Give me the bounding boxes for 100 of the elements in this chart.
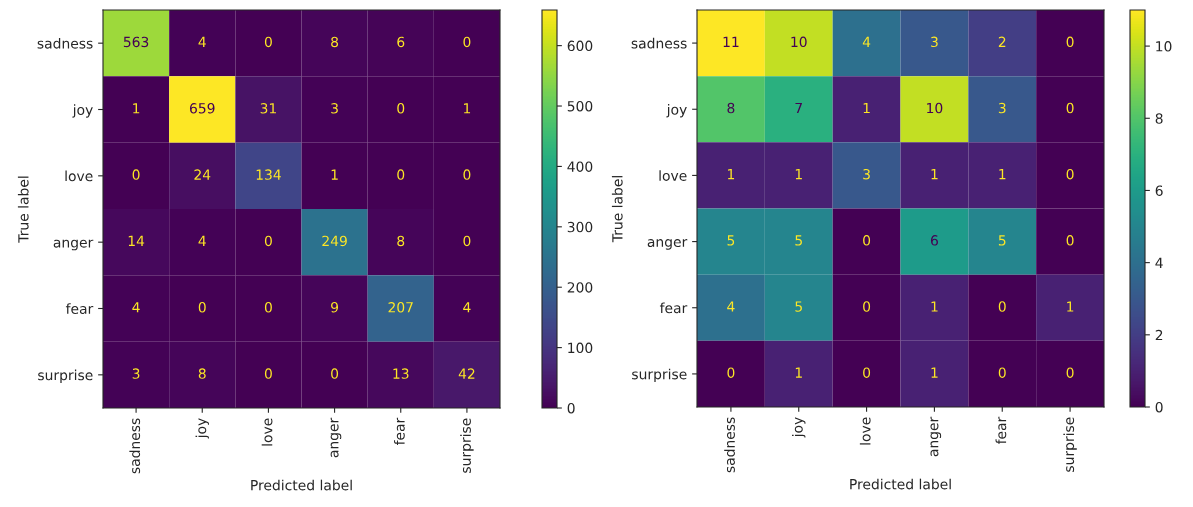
data-label: 0 — [998, 367, 1006, 378]
data-label: 1 — [999, 169, 1006, 180]
y-tick-label: fear — [65, 303, 94, 314]
data-label: 0 — [397, 103, 405, 114]
data-label: 7 — [795, 102, 802, 114]
data-label: 1 — [795, 367, 802, 378]
data-label: 1 — [331, 169, 338, 180]
data-label: 1 — [863, 102, 870, 114]
data-label: 4 — [198, 36, 206, 47]
data-label: 0 — [264, 368, 272, 379]
y-tick-label: joy — [666, 103, 687, 118]
data-label: 14 — [128, 235, 145, 246]
y-tick-label: sadness — [631, 37, 687, 49]
x-tick-label: fear — [995, 416, 1007, 445]
x-tick-label: anger — [330, 417, 342, 458]
data-label: 31 — [260, 103, 276, 114]
data-label: 0 — [1066, 168, 1074, 180]
data-label: 0 — [863, 301, 871, 312]
data-label: 3 — [132, 368, 140, 379]
x-tick-label: love — [261, 418, 273, 446]
data-label: 5 — [795, 235, 802, 246]
data-label: 0 — [264, 302, 272, 313]
y-axis-title: True label — [17, 176, 29, 243]
y-tick-label: surprise — [632, 368, 687, 383]
y-tick-label: love — [65, 170, 93, 182]
data-label: 659 — [189, 103, 215, 114]
data-label: 1 — [931, 301, 938, 312]
data-label: 1 — [1067, 301, 1074, 312]
x-tick-label: fear — [394, 417, 405, 446]
data-label: 1 — [133, 103, 140, 114]
data-label: 0 — [863, 367, 871, 378]
data-label: 0 — [863, 235, 871, 246]
data-label: 4 — [198, 235, 206, 246]
data-label: 4 — [727, 301, 735, 312]
data-label: 5 — [727, 235, 735, 246]
data-label: 5 — [998, 235, 1006, 246]
data-label: 1 — [931, 367, 938, 378]
color-bar-label: 8 — [1155, 113, 1163, 124]
data-label: 0 — [1066, 235, 1074, 246]
x-tick-label: surprise — [460, 418, 474, 473]
data-label: 10 — [927, 102, 943, 114]
data-label: 0 — [463, 36, 471, 48]
color-bar-label: 0 — [567, 402, 575, 414]
data-label: 5 — [795, 301, 802, 312]
x-tick-label: joy — [195, 418, 209, 439]
data-label: 8 — [397, 235, 405, 247]
data-label: 13 — [393, 368, 409, 379]
data-label: 11 — [723, 36, 739, 47]
data-label: 6 — [930, 235, 938, 246]
data-label: 1 — [464, 103, 471, 114]
data-label: 0 — [331, 368, 339, 379]
x-tick-label: sadness — [724, 417, 735, 473]
data-label: 0 — [264, 235, 272, 247]
data-label: 8 — [198, 368, 206, 379]
data-label: 0 — [132, 169, 140, 180]
x-tick-label: surprise — [1063, 417, 1077, 472]
data-label: 0 — [727, 367, 735, 378]
data-label: 3 — [331, 103, 338, 114]
data-label: 4 — [132, 302, 140, 313]
color-bar-label: 100 — [568, 342, 593, 354]
x-tick-label: anger — [930, 416, 942, 457]
y-tick-label: joy — [72, 104, 93, 118]
data-label: 4 — [463, 302, 471, 313]
x-axis-title: Predicted label — [850, 478, 951, 490]
color-bar-label: 300 — [567, 221, 593, 233]
data-label: 0 — [463, 169, 471, 180]
data-label: 0 — [1066, 367, 1074, 378]
y-axis-title: True label — [611, 176, 623, 243]
color-bar-label: 0 — [1155, 401, 1163, 413]
data-label: 0 — [397, 169, 405, 180]
color-bar-label: 500 — [567, 101, 593, 112]
data-label: 3 — [998, 102, 1006, 114]
color-bar-label: 6 — [1155, 185, 1163, 196]
data-label: 4 — [862, 36, 871, 47]
y-tick-label: surprise — [38, 369, 93, 383]
data-label: 134 — [256, 169, 281, 180]
x-tick-label: sadness — [129, 418, 141, 474]
x-axis-title: Predicted label — [251, 479, 352, 491]
data-label: 563 — [123, 36, 149, 48]
color-bar-label: 400 — [567, 161, 593, 172]
color-bar-label: 200 — [567, 282, 593, 293]
data-label: 8 — [727, 102, 735, 114]
y-tick-label: anger — [53, 239, 94, 251]
data-label: 42 — [458, 368, 475, 379]
data-label: 249 — [322, 235, 347, 247]
data-label: 0 — [198, 302, 206, 313]
y-tick-label: love — [659, 170, 687, 181]
y-tick-label: anger — [647, 239, 688, 250]
y-tick-label: sadness — [37, 37, 93, 49]
y-tick-label: fear — [659, 302, 688, 314]
data-label: 1 — [728, 169, 735, 180]
data-label: 10 — [791, 36, 807, 48]
data-label: 24 — [194, 169, 211, 180]
data-label: 0 — [463, 235, 471, 247]
data-label: 6 — [397, 36, 405, 48]
data-label: 0 — [998, 301, 1006, 312]
data-label: 3 — [863, 168, 870, 180]
color-bar-label: 4 — [1155, 257, 1163, 268]
data-label: 0 — [1066, 36, 1074, 48]
data-label: 1 — [931, 169, 938, 180]
